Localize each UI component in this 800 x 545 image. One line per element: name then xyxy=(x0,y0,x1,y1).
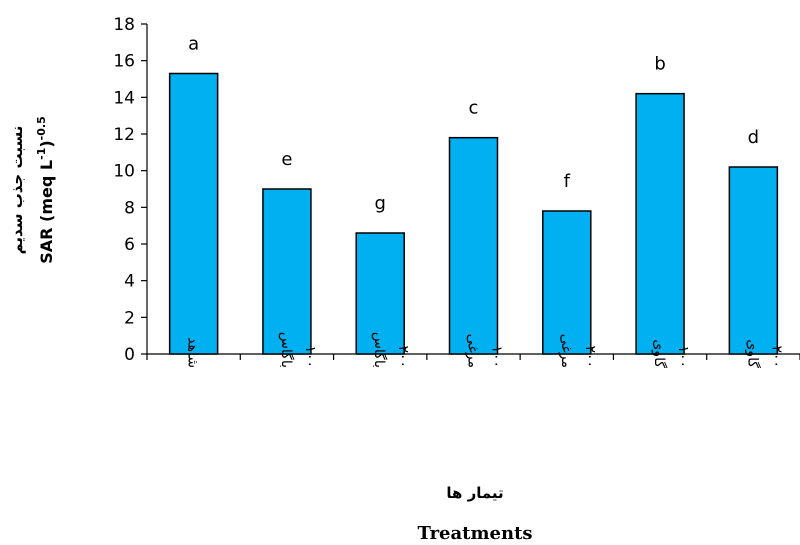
x-axis-label-persian: تیمار ها xyxy=(446,484,503,502)
x-axis-label-english: Treatments xyxy=(417,523,532,544)
y-tick-label: 18 xyxy=(113,15,135,35)
bar xyxy=(168,72,219,355)
x-category-line: گاوی xyxy=(651,339,668,368)
x-category-label: مرغی ۲۰۰ xyxy=(558,334,598,368)
significance-letter: g xyxy=(374,193,385,214)
x-category-line: ۱۰۰ xyxy=(302,345,318,368)
x-category-line: باگاس xyxy=(371,332,388,368)
x-category-line: ۲۰۰ xyxy=(395,345,411,368)
y-axis-label-main: SAR (meq L xyxy=(37,160,56,264)
bar xyxy=(728,166,779,355)
x-category-label: باگاس ۲۰۰ xyxy=(371,332,411,368)
x-category-label: گاوی ۲۰۰ xyxy=(744,339,784,368)
bar xyxy=(635,92,685,355)
y-tick-label: 16 xyxy=(113,52,135,72)
x-category-line: ۲۰۰ xyxy=(582,345,598,368)
y-axis-label-persian: نسبت جذب سدیم xyxy=(8,126,26,255)
x-category-line: ۱۰۰ xyxy=(675,345,691,368)
y-axis-ticks: 0 2 4 6 8 10 12 14 16 18 xyxy=(113,15,147,365)
x-category-line: ۱۰۰ xyxy=(489,345,505,368)
y-tick-label: 14 xyxy=(113,88,135,108)
significance-letter: c xyxy=(469,98,479,119)
bar xyxy=(448,136,499,355)
x-category-label: باگاس ۱۰۰ xyxy=(278,332,318,368)
y-tick-label: 12 xyxy=(113,125,135,145)
y-axis-label-sup2: -0.5 xyxy=(35,116,48,140)
significance-letter: a xyxy=(188,34,199,55)
significance-letter: d xyxy=(748,127,759,148)
significance-letter: f xyxy=(564,171,571,192)
significance-letter: e xyxy=(281,149,292,170)
y-axis-label-sup1: -1 xyxy=(35,148,48,160)
bar xyxy=(262,188,312,355)
x-axis-categories: شاهد باگاس ۱۰۰ باگاس ۲۰۰ مرغی ۱۰۰ مرغی ۲۰۰ گاوی ۱۰… xyxy=(185,332,785,369)
y-tick-label: 0 xyxy=(124,345,135,365)
x-category-line: مرغی xyxy=(465,334,481,368)
x-category-line: گاوی xyxy=(744,339,761,368)
x-category-label: شاهد xyxy=(185,337,201,368)
y-tick-label: 4 xyxy=(124,272,135,292)
x-category-line: باگاس xyxy=(278,332,295,368)
x-category-label: گاوی ۱۰۰ xyxy=(651,339,691,368)
bar xyxy=(355,232,405,355)
significance-letter: b xyxy=(654,54,665,75)
x-category-line: مرغی xyxy=(558,334,574,368)
x-category-line: ۲۰۰ xyxy=(768,345,784,368)
significance-letters: a e g c f b d xyxy=(188,34,759,215)
y-tick-label: 6 xyxy=(124,235,135,255)
y-axis-label-close: ) xyxy=(37,140,56,147)
bar xyxy=(542,210,592,355)
x-category-line: شاهد xyxy=(185,337,201,368)
bars xyxy=(168,72,779,355)
y-tick-label: 2 xyxy=(124,308,135,328)
y-tick-label: 8 xyxy=(124,198,135,218)
y-axis-label-english: SAR (meq L-1)-0.5 xyxy=(35,116,56,263)
x-category-label: مرغی ۱۰۰ xyxy=(465,334,505,368)
y-tick-label: 10 xyxy=(113,162,135,182)
